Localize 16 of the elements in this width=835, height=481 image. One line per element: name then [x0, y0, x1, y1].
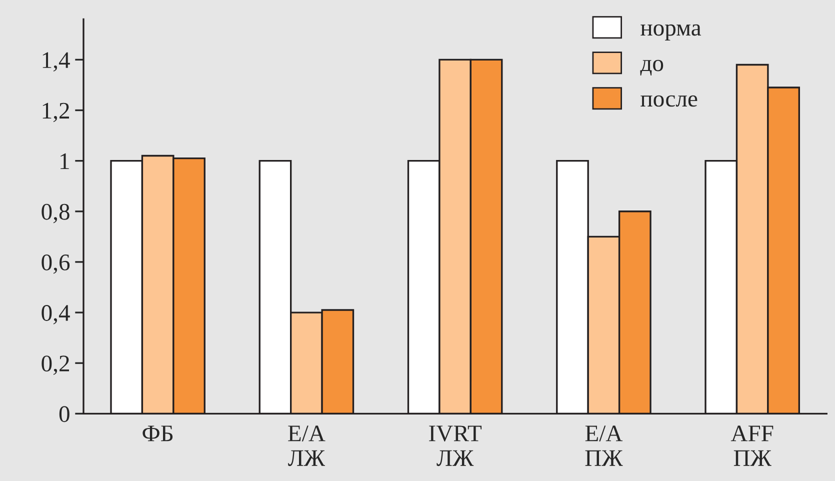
x-tick-label: AFF ПЖ [730, 426, 774, 466]
y-tick-label: 1 [60, 153, 69, 170]
y-tick-label: 0,8 [42, 204, 70, 224]
x-tick-label: E/A ПЖ [585, 426, 623, 466]
y-tick-label: 0,4 [42, 305, 70, 324]
x-tick-label: ФБ [142, 426, 173, 442]
y-tick-label: 0,6 [42, 254, 70, 274]
y-tick-label: 1,4 [42, 52, 70, 72]
x-tick-label: IVRT ЛЖ [429, 426, 482, 466]
y-tick-label: 0 [59, 406, 70, 422]
legend-label: норма [640, 24, 702, 41]
legend-label: до [640, 60, 664, 76]
x-tick-label: E/A ЛЖ [288, 426, 326, 466]
y-tick-label: 0,2 [42, 356, 70, 375]
y-tick-label: 1,2 [42, 102, 70, 122]
legend-label: после [640, 95, 698, 107]
